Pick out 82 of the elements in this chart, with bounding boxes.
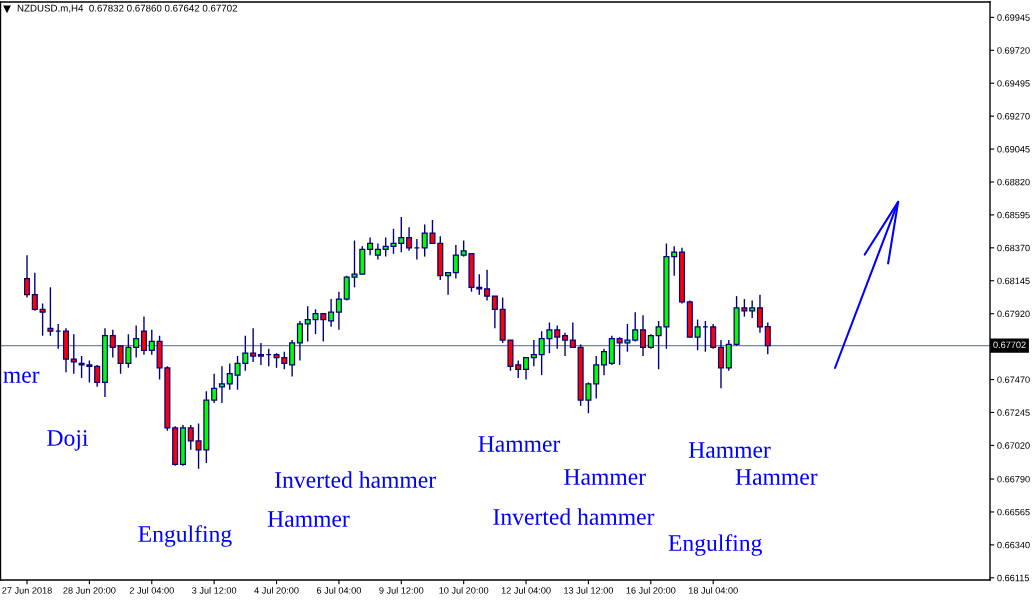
candlestick [671, 245, 678, 277]
y-tick-label: 0.66565 [997, 508, 1030, 516]
annotation: Hammer [267, 511, 350, 527]
annotation: Inverted hammer [275, 471, 436, 488]
candlestick [328, 298, 335, 328]
candlestick [406, 226, 413, 252]
annotation: Engulfing [138, 525, 232, 547]
y-tick-label: 0.66115 [997, 574, 1030, 582]
annotation: Engulfing [668, 534, 762, 556]
annotation: mer [3, 371, 40, 383]
candlestick [445, 272, 452, 296]
candlestick [764, 321, 771, 356]
y-tick-label: 0.66790 [997, 475, 1030, 483]
y-tick-label: 0.69270 [997, 113, 1030, 120]
annotation: Hammer [735, 469, 818, 485]
y-tick-label: 0.68145 [997, 277, 1030, 285]
y-tick-label: 0.69720 [997, 47, 1030, 54]
y-tick-label: 0.69045 [997, 145, 1030, 153]
candlestick [148, 329, 155, 356]
y-tick-label: 0.68820 [997, 178, 1030, 186]
candlestick [749, 299, 756, 319]
x-tick-label: 10 Jul 20:00 [439, 586, 489, 594]
candlestick [523, 356, 530, 381]
candlestick [94, 364, 101, 388]
candlestick [632, 311, 639, 343]
candlestick [530, 339, 537, 368]
candlestick [133, 324, 140, 359]
candlestick [335, 291, 342, 331]
y-tick-label: 0.66340 [997, 541, 1030, 549]
candlestick [717, 339, 725, 390]
y-tick-label: 0.67920 [997, 310, 1030, 318]
candlestick [593, 355, 600, 400]
candlestick [250, 327, 257, 363]
y-tick-label: 0.67245 [997, 409, 1030, 416]
y-tick-label: 0.68370 [997, 244, 1030, 252]
candlestick [109, 329, 116, 359]
candlestick [694, 318, 701, 351]
x-tick-label: 28 Jun 20:00 [63, 587, 116, 594]
x-tick-label: 4 Jul 20:00 [254, 586, 299, 594]
candlestick [47, 286, 54, 337]
x-tick-label: 6 Jul 04:00 [316, 586, 361, 594]
annotation: Hammer [564, 469, 646, 485]
annotation: Doji [47, 430, 89, 451]
candlestick [561, 332, 569, 357]
candlestick [756, 293, 764, 334]
y-tick-label: 0.69495 [997, 80, 1030, 87]
candlestick [639, 314, 647, 357]
ref-line-label: 0.67702 [993, 341, 1026, 349]
candlestick [289, 339, 296, 378]
candlestick [491, 295, 498, 330]
candlestick [70, 333, 77, 375]
y-tick-label: 0.69945 [997, 14, 1030, 21]
y-tick-label: 0.68595 [997, 211, 1030, 219]
annotation: Hammer [478, 436, 561, 452]
x-tick-label: 18 Jul 04:00 [688, 586, 738, 594]
x-tick-label: 3 Jul 12:00 [192, 586, 237, 594]
candlestick [452, 244, 459, 280]
x-tick-label: 12 Jul 04:00 [501, 586, 551, 594]
chart-title: NZDUSD.m,H4 0.67832 0.67860 0.67642 0.67702 [17, 4, 238, 13]
annotation: Hammer [688, 442, 771, 458]
candlestick [218, 365, 225, 404]
candlestick [23, 254, 31, 299]
x-tick-label: 9 Jul 12:00 [379, 586, 424, 594]
candlestick [257, 342, 264, 366]
x-tick-label: 16 Jul 20:00 [626, 586, 676, 594]
candlestick [710, 323, 717, 350]
annotation: Inverted hammer [493, 508, 655, 525]
y-tick-label: 0.67470 [997, 376, 1030, 383]
candlestick [31, 272, 38, 312]
x-tick-label: 13 Jul 12:00 [564, 586, 614, 594]
candlestick [211, 372, 218, 404]
candlestick [296, 320, 303, 362]
candlestick [600, 348, 608, 376]
candlestick [39, 302, 46, 337]
x-tick-label: 2 Jul 04:00 [129, 586, 174, 594]
candlestick [484, 269, 491, 302]
y-tick-label: 0.67020 [997, 442, 1030, 449]
x-tick-label: 27 Jun 2018 [2, 587, 52, 594]
candlestick [140, 315, 148, 356]
candlestick [374, 242, 381, 261]
candlestick [569, 321, 576, 349]
candlestick [725, 339, 732, 372]
